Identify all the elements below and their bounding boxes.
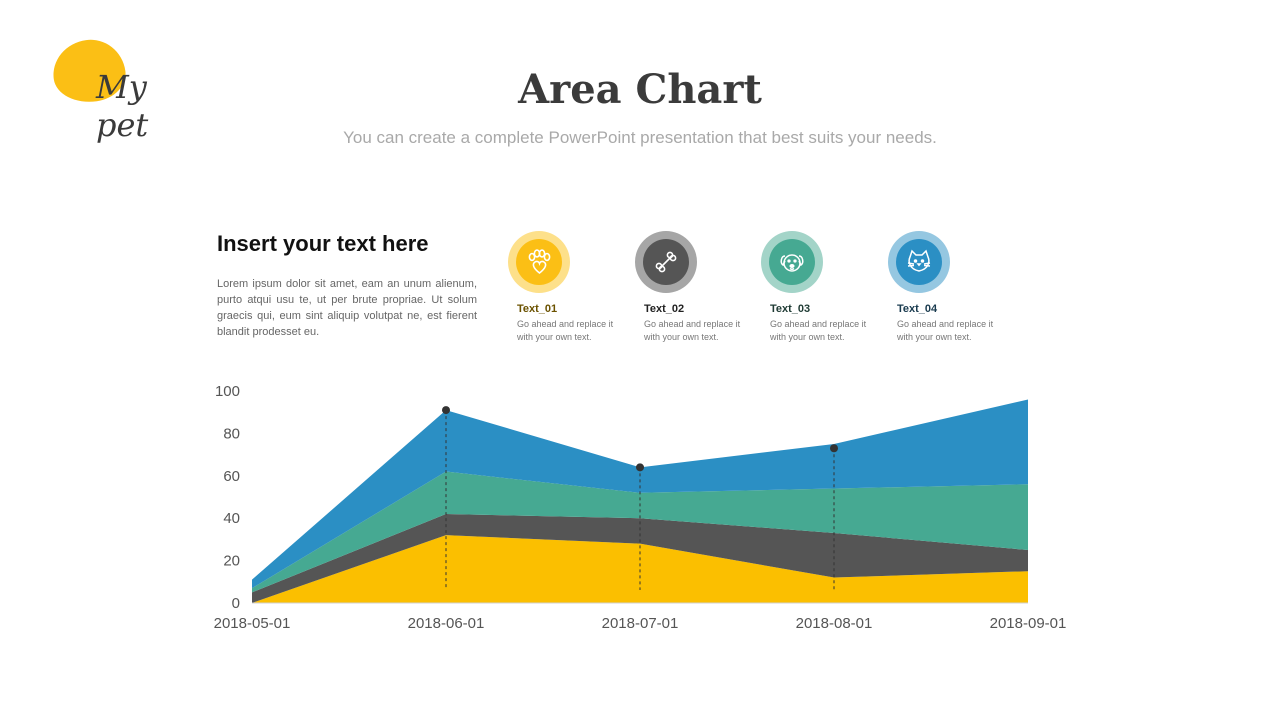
- chart-areas: [252, 399, 1028, 603]
- feature-circle: [643, 239, 689, 285]
- feature-ring: [508, 231, 570, 293]
- y-tick-label: 0: [232, 595, 240, 612]
- x-tick-label: 2018-09-01: [990, 615, 1067, 632]
- feature-circle: [769, 239, 815, 285]
- data-marker: [636, 463, 644, 472]
- feature-label: Text_04: [897, 303, 938, 315]
- y-tick-label: 60: [223, 468, 240, 485]
- feature-label: Text_01: [517, 303, 558, 315]
- chart-markers: [442, 406, 838, 590]
- data-marker: [442, 406, 450, 415]
- feature-item: Text_03 Go ahead and replace it with you…: [761, 231, 881, 344]
- y-tick-label: 40: [223, 510, 240, 527]
- logo-text: My pet: [96, 68, 149, 144]
- feature-item: Text_02 Go ahead and replace it with you…: [635, 231, 755, 344]
- y-tick-label: 80: [223, 425, 240, 442]
- intro-body: Lorem ipsum dolor sit amet, eam an unum …: [217, 278, 477, 338]
- y-axis: 0 20 40 60 80 100: [215, 383, 240, 612]
- x-tick-label: 2018-05-01: [214, 615, 291, 632]
- y-tick-label: 100: [215, 383, 240, 400]
- feature-desc: Go ahead and replace it with your own te…: [517, 319, 614, 342]
- cat-icon: [907, 249, 931, 272]
- feature-ring: [761, 231, 823, 293]
- feature-item: Text_04 Go ahead and replace it with you…: [888, 231, 1008, 344]
- dog-icon: [780, 254, 804, 272]
- page-title: Area Chart: [518, 66, 762, 113]
- y-tick-label: 20: [223, 553, 240, 570]
- feature-label: Text_03: [770, 303, 811, 315]
- area-series-2: [252, 513, 1028, 603]
- feature-desc: Go ahead and replace it with your own te…: [644, 319, 741, 342]
- x-tick-label: 2018-06-01: [408, 615, 485, 632]
- feature-item: Text_01 Go ahead and replace it with you…: [508, 231, 628, 344]
- feature-desc: Go ahead and replace it with your own te…: [770, 319, 867, 342]
- x-axis: 2018-05-01 2018-06-01 2018-07-01 2018-08-01…: [214, 615, 1067, 632]
- x-tick-label: 2018-07-01: [602, 615, 679, 632]
- feature-label: Text_02: [644, 303, 685, 315]
- intro-heading: Insert your text here: [217, 231, 429, 256]
- feature-ring: [888, 231, 950, 293]
- bone-icon: [655, 251, 677, 273]
- logo: My pet: [49, 35, 200, 144]
- x-tick-label: 2018-08-01: [796, 615, 873, 632]
- paw-icon: [528, 249, 551, 275]
- feature-ring: [635, 231, 697, 293]
- feature-circle: [516, 239, 562, 285]
- page-subtitle: You can create a complete PowerPoint pre…: [343, 128, 937, 147]
- feature-desc: Go ahead and replace it with your own te…: [897, 319, 994, 342]
- data-marker: [830, 444, 838, 453]
- feature-circle: [896, 239, 942, 285]
